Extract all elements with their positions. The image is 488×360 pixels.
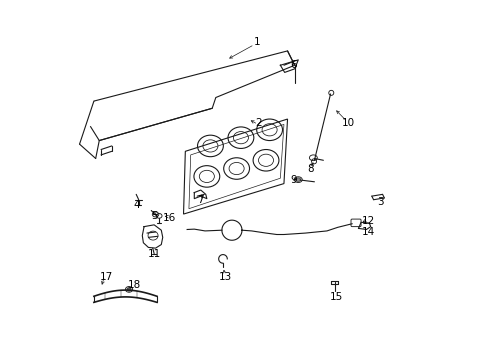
- Text: 18: 18: [127, 280, 141, 290]
- Ellipse shape: [295, 178, 300, 181]
- Text: 11: 11: [147, 248, 161, 258]
- Text: 5: 5: [150, 211, 157, 221]
- Text: 7: 7: [197, 195, 203, 205]
- Text: 16: 16: [162, 213, 176, 222]
- Text: 3: 3: [377, 197, 383, 207]
- Text: 15: 15: [328, 292, 342, 302]
- Text: 4: 4: [133, 200, 140, 210]
- Text: 6: 6: [290, 60, 297, 70]
- Ellipse shape: [126, 288, 131, 291]
- Text: 13: 13: [219, 272, 232, 282]
- Text: 17: 17: [100, 272, 113, 282]
- Text: 12: 12: [361, 216, 374, 226]
- Text: 8: 8: [306, 164, 313, 174]
- Text: 10: 10: [341, 118, 354, 128]
- Text: 1: 1: [253, 37, 260, 47]
- Text: 14: 14: [361, 227, 374, 237]
- Text: 9: 9: [290, 175, 297, 185]
- Text: 2: 2: [255, 118, 262, 128]
